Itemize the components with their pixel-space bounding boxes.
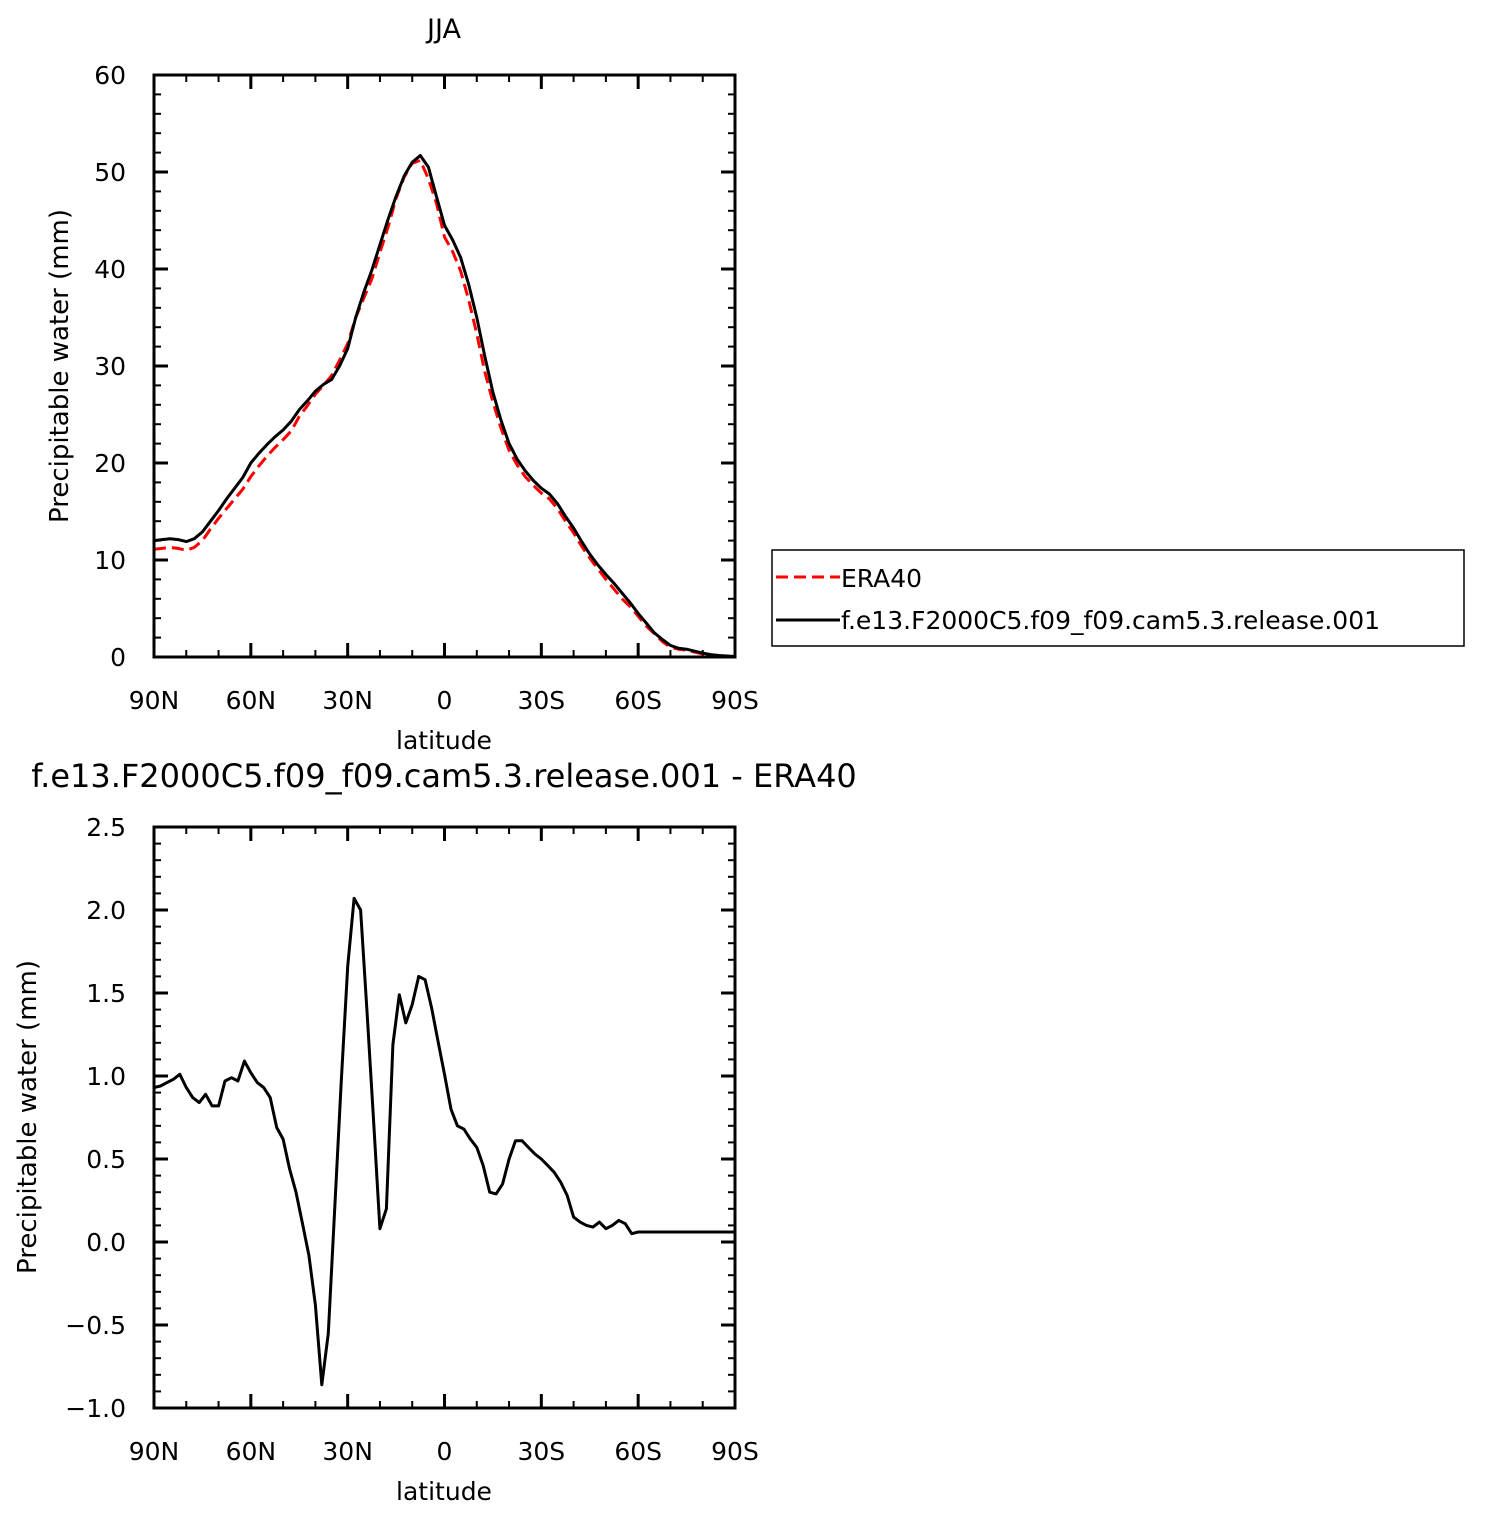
bottom-y-tick-label: −0.5 — [65, 1311, 126, 1340]
top-y-tick-label: 30 — [94, 352, 126, 381]
legend-label-era40: ERA40 — [841, 564, 922, 593]
bottom-y-tick-label: 0.5 — [86, 1145, 126, 1174]
legend: ERA40 f.e13.F2000C5.f09_f09.cam5.3.relea… — [771, 549, 1465, 647]
bottom-y-tick-label: 2.0 — [86, 896, 126, 925]
bottom-y-tick-label: 1.0 — [86, 1062, 126, 1091]
top-y-tick-label: 60 — [94, 61, 126, 90]
bottom-series-lines — [153, 896, 735, 1387]
top-y-axis-label: Precipitable water (mm) — [45, 209, 75, 523]
top-y-tick-label: 20 — [94, 449, 126, 478]
bottom-plot-frame — [152, 825, 737, 1410]
top-series-lines — [153, 154, 736, 659]
top-x-tick-label: 0 — [437, 686, 453, 715]
top-series-line-1 — [153, 154, 736, 658]
bottom-y-tick-label: 2.5 — [86, 813, 126, 842]
bottom-series-line-0 — [153, 896, 735, 1387]
bottom-panel: f.e13.F2000C5.f09_f09.cam5.3.release.001… — [13, 757, 857, 1506]
bottom-x-tick-label: 60N — [226, 1437, 277, 1466]
bottom-x-tick-label: 30N — [322, 1437, 373, 1466]
bottom-x-tick-label: 30S — [517, 1437, 565, 1466]
bottom-chart-title: f.e13.F2000C5.f09_f09.cam5.3.release.001… — [31, 757, 857, 795]
bottom-x-tick-label: 90S — [711, 1437, 759, 1466]
top-x-axis-label: latitude — [396, 726, 492, 755]
top-x-tick-label: 60S — [614, 686, 662, 715]
bottom-y-tick-label: 0.0 — [86, 1228, 126, 1257]
bottom-x-tick-label: 90N — [129, 1437, 180, 1466]
bottom-y-tick-label: −1.0 — [65, 1394, 126, 1423]
top-y-tick-label: 40 — [94, 255, 126, 284]
top-x-tick-label: 30N — [322, 686, 373, 715]
top-chart-title: JJA — [425, 14, 461, 45]
top-series-line-0 — [153, 158, 736, 659]
top-panel: JJA Precipitable water (mm) latitude 90N… — [45, 14, 759, 755]
top-axis-ticks: 90N 60N 30N 0 30S 60S 90S 0 10 20 30 40 50 60 — [94, 61, 759, 715]
top-x-tick-label: 30S — [517, 686, 565, 715]
legend-box — [771, 549, 1465, 647]
top-plot-frame — [152, 73, 737, 659]
top-y-tick-label: 0 — [110, 643, 126, 672]
bottom-x-tick-label: 0 — [437, 1437, 453, 1466]
bottom-x-axis-label: latitude — [396, 1477, 492, 1506]
top-x-tick-label: 60N — [226, 686, 277, 715]
bottom-y-axis-label: Precipitable water (mm) — [13, 960, 43, 1274]
bottom-axis-ticks: 90N 60N 30N 0 30S 60S 90S −1.0 −0.5 0.0 0.5 1.0 1.5 2… — [65, 813, 759, 1466]
top-x-tick-label: 90N — [129, 686, 180, 715]
bottom-x-tick-label: 60S — [614, 1437, 662, 1466]
bottom-y-tick-label: 1.5 — [86, 979, 126, 1008]
top-y-tick-label: 10 — [94, 546, 126, 575]
top-y-tick-label: 50 — [94, 158, 126, 187]
legend-label-model: f.e13.F2000C5.f09_f09.cam5.3.release.001 — [841, 606, 1380, 635]
top-x-tick-label: 90S — [711, 686, 759, 715]
